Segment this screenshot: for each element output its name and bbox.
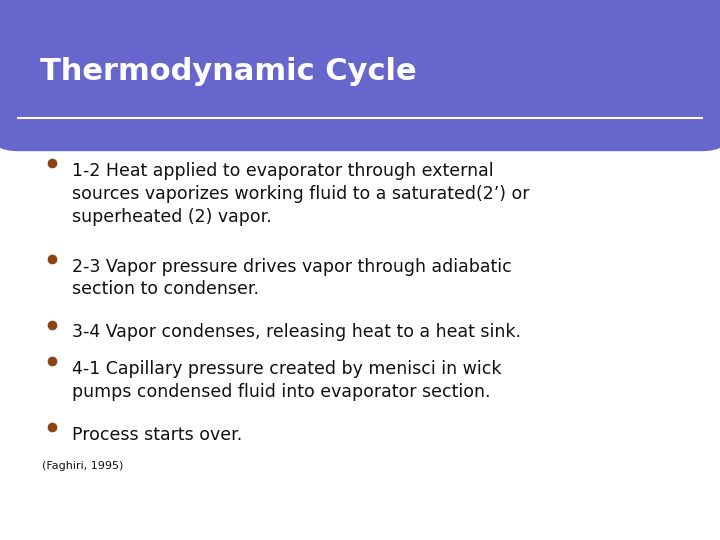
- Text: 2-3 Vapor pressure drives vapor through adiabatic
section to condenser.: 2-3 Vapor pressure drives vapor through …: [72, 258, 512, 299]
- FancyBboxPatch shape: [0, 0, 720, 151]
- Text: Process starts over.: Process starts over.: [72, 426, 242, 443]
- Text: (Faghiri, 1995): (Faghiri, 1995): [42, 461, 123, 471]
- Text: 3-4 Vapor condenses, releasing heat to a heat sink.: 3-4 Vapor condenses, releasing heat to a…: [72, 323, 521, 341]
- Text: 1-2 Heat applied to evaporator through external
sources vaporizes working fluid : 1-2 Heat applied to evaporator through e…: [72, 162, 529, 226]
- Text: Thermodynamic Cycle: Thermodynamic Cycle: [40, 57, 416, 86]
- Text: 4-1 Capillary pressure created by menisci in wick
pumps condensed fluid into eva: 4-1 Capillary pressure created by menisc…: [72, 360, 502, 401]
